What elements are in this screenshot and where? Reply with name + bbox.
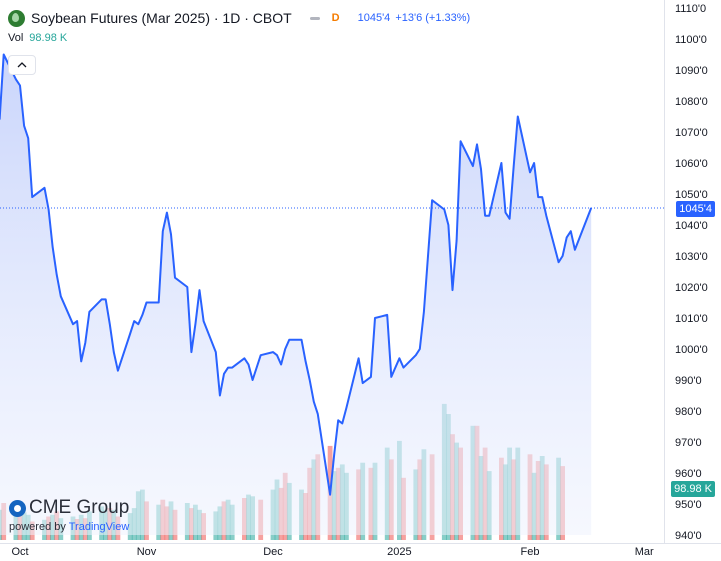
powered-by: powered by TradingView [9, 521, 129, 533]
price-tick-label: 1020'0 [675, 282, 708, 294]
collapse-legend-button[interactable] [8, 55, 36, 75]
provider-name[interactable]: TradingView [68, 521, 130, 533]
last-price-tag: 1045'4 [676, 201, 715, 217]
price-tick-label: 1110'0 [675, 3, 706, 15]
powered-by-label: powered by [9, 521, 66, 533]
price-series-line [0, 53, 593, 496]
price-tick-label: 1030'0 [675, 251, 708, 263]
price-tick-label: 940'0 [675, 530, 702, 542]
price-tick-label: 1080'0 [675, 96, 708, 108]
time-tick-label: Feb [521, 546, 540, 558]
chart-legend: Soybean Futures (Mar 2025) · 1D · CBOT D… [8, 7, 470, 29]
time-tick-label: Mar [635, 546, 654, 558]
minus-icon[interactable] [309, 16, 320, 20]
price-tick-label: 1100'0 [675, 34, 707, 46]
last-price: 1045'4 [357, 12, 391, 24]
watermark: CME Group powered by TradingView [9, 497, 129, 533]
price-tick-label: 970'0 [675, 437, 702, 449]
price-change: +13'6 (+1.33%) [395, 12, 471, 24]
time-tick-label: 2025 [387, 546, 411, 558]
soybean-logo-icon [8, 9, 25, 27]
price-line [0, 53, 593, 496]
price-tick-label: 1050'0 [675, 189, 708, 201]
brand-name: CME Group [29, 497, 130, 518]
volume-value: 98.98 K [29, 32, 68, 44]
price-tick-label: 1010'0 [675, 313, 708, 325]
price-tick-label: 1060'0 [675, 158, 708, 170]
cme-logo-icon [9, 499, 26, 517]
chevron-up-icon [17, 62, 27, 68]
price-tick-label: 980'0 [675, 406, 702, 418]
time-tick-label: Nov [137, 546, 157, 558]
price-tick-label: 1070'0 [675, 127, 708, 139]
time-axis[interactable]: Oct Nov Dec 2025 Feb Mar [11, 546, 654, 558]
price-axis[interactable]: 1110'0 1100'0 1090'0 1080'0 1070'0 1060'0 1050… [675, 3, 708, 542]
cme-brand: CME Group [9, 497, 129, 519]
symbol-title[interactable]: Soybean Futures (Mar 2025) · 1D · CBOT [31, 10, 292, 26]
price-tick-label: 1040'0 [675, 220, 708, 232]
last-volume-tag: 98.98 K [671, 481, 715, 497]
time-tick-label: Oct [11, 546, 28, 558]
price-tick-label: 1090'0 [675, 65, 708, 77]
volume-legend: Vol 98.98 K [8, 32, 67, 44]
time-tick-label: Dec [263, 546, 283, 558]
price-tick-label: 990'0 [675, 375, 702, 387]
price-area-fill [0, 54, 592, 535]
price-tick-label: 1000'0 [675, 344, 708, 356]
price-area [0, 54, 592, 535]
price-tick-label: 960'0 [675, 468, 702, 480]
volume-label: Vol [8, 32, 24, 44]
price-tick-label: 950'0 [675, 499, 702, 511]
interval-badge: D [331, 12, 340, 24]
